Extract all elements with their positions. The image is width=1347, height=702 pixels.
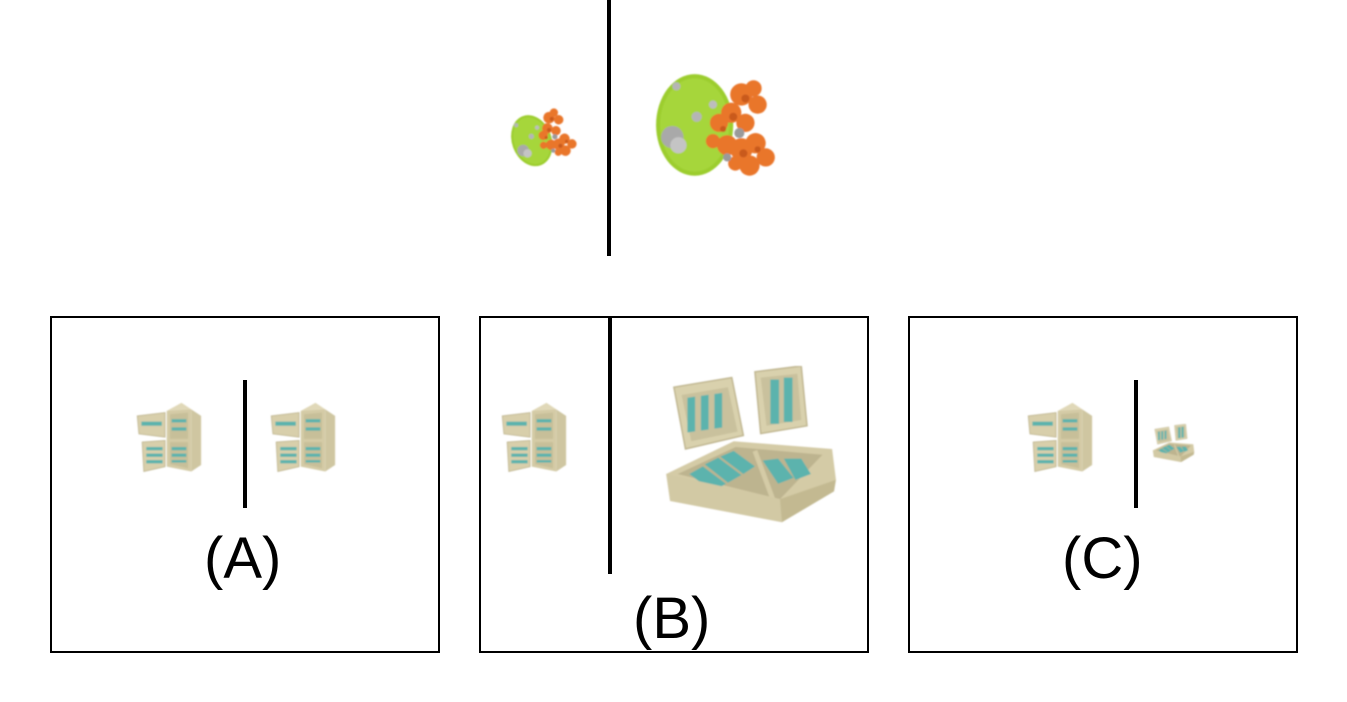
option-a-divider [243,380,247,508]
small-freezer-icon [1152,424,1195,463]
refrigerator-icon [1027,402,1093,473]
option-a-label: (A) [204,526,282,591]
option-c-panel[interactable]: (C) [908,316,1298,653]
option-a-panel[interactable]: (A) [50,316,440,653]
option-c-divider [1134,380,1138,508]
option-b-panel[interactable]: (B) [479,316,869,653]
large-tree-island-icon [656,74,775,176]
reference-divider [607,0,611,256]
refrigerator-icon [136,402,202,473]
refrigerator-icon [270,402,336,473]
large-freezer-icon [665,366,841,530]
option-b-divider [608,318,612,574]
option-c-label: (C) [1062,526,1143,591]
option-b-label: (B) [633,586,711,651]
reference-group [0,0,1347,260]
small-tree-island-icon [504,101,580,173]
refrigerator-icon [501,402,567,473]
